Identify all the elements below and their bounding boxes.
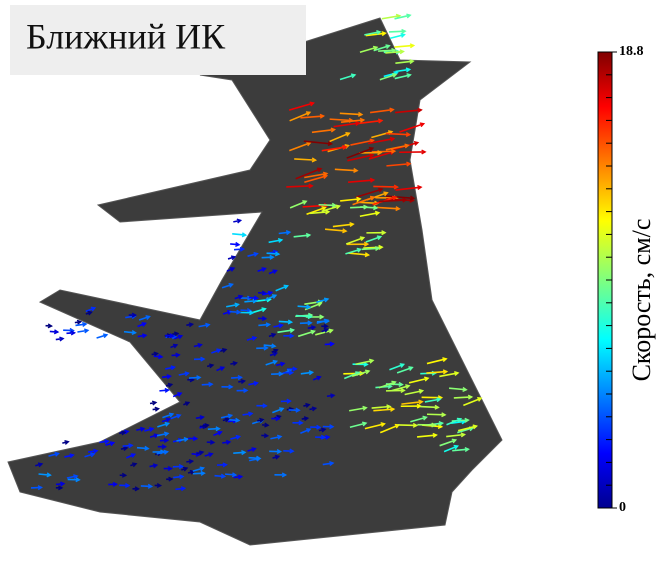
arrow-shaft <box>389 31 405 32</box>
page: Ближний ИК 018.8 Скорость, см/с (() => {… <box>0 0 657 580</box>
arrow-shaft <box>386 134 410 135</box>
arrow-shaft <box>373 186 397 187</box>
figure: Ближний ИК 0 18.8 Скорость, см/с <box>0 0 657 580</box>
arrow-shaft <box>319 205 336 206</box>
label: Ближний ИК <box>26 16 226 56</box>
arrow-shaft <box>286 186 312 187</box>
arrow-shaft <box>420 407 438 408</box>
arrow-shaft <box>427 414 445 415</box>
colorbar-tick-label: 18.8 <box>619 44 644 59</box>
arrow-shaft <box>398 425 417 426</box>
arrow-shaft <box>350 207 367 208</box>
arrow-shaft <box>372 151 395 152</box>
colorbar-title: Скорость, см/с <box>627 219 656 382</box>
colorbar-tick-label: 0 <box>619 500 626 515</box>
